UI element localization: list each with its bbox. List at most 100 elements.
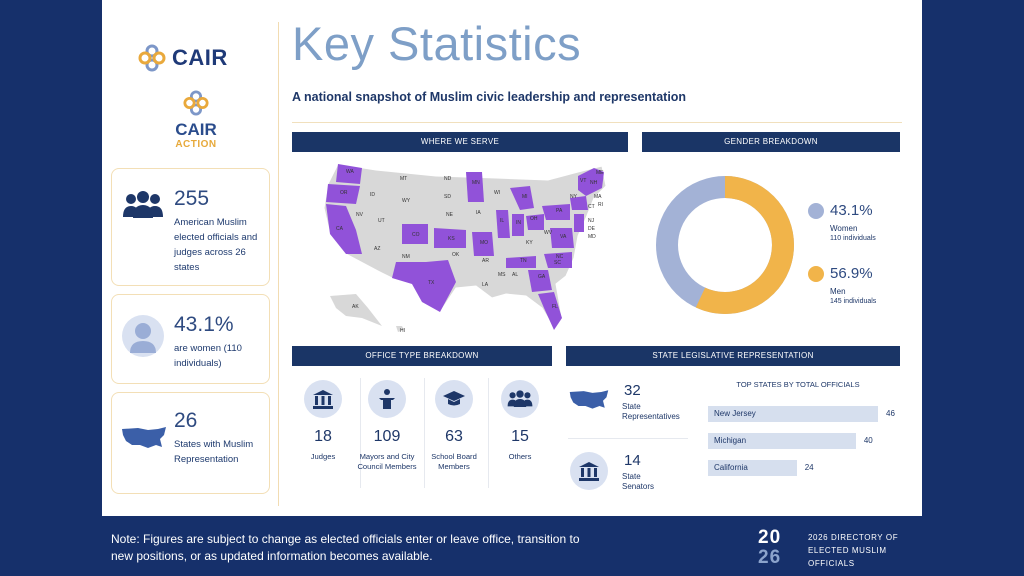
map-state-label: SD [444, 194, 451, 200]
map-state-label: IL [500, 218, 504, 224]
women-legend-label: Women [830, 224, 858, 233]
stat-card-women: 43.1% are women (110 individuals) [111, 294, 270, 384]
gender-breakdown-header: GENDER BREAKDOWN [642, 132, 900, 152]
office-others: 15 Others [485, 380, 555, 462]
map-state-label: CT [588, 204, 595, 210]
map-state-label: AR [482, 258, 489, 264]
map-state-label: LA [482, 282, 489, 288]
top-state-bar: California [708, 460, 797, 476]
courthouse-icon [304, 380, 342, 418]
office-type-header: OFFICE TYPE BREAKDOWN [292, 346, 552, 366]
year-top: 20 [758, 527, 782, 548]
map-state-label: FL [552, 304, 558, 310]
map-state-label: DE [588, 226, 596, 232]
map-state-label: KS [448, 236, 455, 242]
map-state-label: NE [446, 212, 454, 218]
map-state-label: NH [590, 180, 598, 186]
men-legend-count: 145 individuals [830, 298, 877, 305]
state-senators-label: State Senators [622, 472, 655, 491]
woman-avatar-icon [122, 315, 164, 357]
map-state-label: UT [378, 218, 385, 224]
us-map-icon [569, 390, 609, 409]
footer-note: Note: Figures are subject to change as e… [111, 532, 580, 563]
states-description: States with Muslim Representation [174, 439, 254, 465]
us-map-icon [122, 427, 166, 448]
map-state-label: MS [498, 272, 506, 278]
women-description: are women (110 individuals) [174, 343, 242, 369]
where-we-serve-header: WHERE WE SERVE [292, 132, 628, 152]
map-state-label: NY [570, 194, 578, 200]
stat-card-states: 26 States with Muslim Representation [111, 392, 270, 494]
map-state-label: HI [400, 328, 405, 334]
cair-logo: CAIR [138, 44, 228, 72]
people-group-icon [123, 191, 163, 218]
donut-men-segment [656, 176, 794, 314]
people-group-icon [501, 380, 539, 418]
map-state-label: AL [512, 272, 518, 278]
dir-line-1: 2026 DIRECTORY OF [808, 533, 899, 542]
school-board-label: School Board Members [431, 452, 477, 471]
states-count: 26 [174, 409, 198, 432]
map-state-label: NM [402, 254, 410, 260]
map-state-label: ID [370, 192, 375, 198]
map-state-label: VT [580, 178, 586, 184]
officials-count: 255 [174, 187, 210, 210]
cair-emblem-icon [138, 44, 166, 72]
subtitle-rule [292, 122, 902, 123]
map-state-label: NC [556, 254, 564, 260]
page-title: Key Statistics [292, 17, 582, 70]
judges-label: Judges [310, 452, 336, 461]
top-state-value: 24 [804, 463, 814, 472]
top-state-bar: Michigan [708, 433, 856, 449]
map-state-label: AZ [374, 246, 380, 252]
map-state-label: MI [522, 194, 528, 200]
footer-directory-title: 2026 DIRECTORY OF ELECTED MUSLIM OFFICIA… [808, 531, 898, 570]
map-state-label: TN [520, 258, 527, 264]
map-state-label: WY [402, 198, 411, 204]
map-state-label: MA [594, 194, 602, 200]
officials-description: American Muslim elected officials and ju… [174, 217, 258, 273]
map-state-label: VA [560, 234, 567, 240]
footer-year: 20 26 [758, 528, 781, 568]
others-label: Others [508, 452, 532, 461]
office-divider [360, 378, 361, 488]
map-state-label: WI [494, 190, 500, 196]
map-state-label: ND [444, 176, 452, 182]
office-judges: 18 Judges [288, 380, 358, 462]
map-state-label: OK [452, 252, 460, 258]
mayors-count: 109 [373, 428, 401, 445]
office-school-board: 63 School Board Members [419, 380, 489, 472]
top-state-bar: New Jersey [708, 406, 878, 422]
men-legend-label: Men [830, 287, 846, 296]
top-states-title: TOP STATES BY TOTAL OFFICIALS [736, 380, 860, 389]
dir-line-2: ELECTED MUSLIM [808, 546, 887, 555]
women-percent: 43.1% [174, 313, 234, 336]
map-state-label: MT [400, 176, 407, 182]
state-leg-divider [568, 438, 688, 439]
map-state-label: NJ [588, 218, 595, 224]
cair-action-text-1: CAIR [175, 120, 217, 139]
map-state-label: WV [544, 230, 553, 236]
map-state-label: CA [336, 226, 344, 232]
dir-line-3: OFFICIALS [808, 559, 855, 568]
men-legend-percent: 56.9% [830, 265, 873, 282]
office-mayors: 109 Mayors and City Council Members [352, 380, 422, 472]
infographic-page: CAIR CAIR ACTION 255 American Muslim ele… [102, 0, 922, 516]
judges-count: 18 [314, 428, 332, 445]
map-state-label: MN [472, 180, 480, 186]
map-state-label: PA [556, 208, 563, 214]
year-bottom: 26 [758, 547, 782, 568]
women-legend-percent: 43.1% [830, 202, 873, 219]
state-reps-count: 32 [624, 382, 641, 399]
women-legend-swatch [808, 203, 824, 219]
map-state-label: AK [352, 304, 359, 310]
podium-icon [368, 380, 406, 418]
top-state-value: 46 [886, 409, 895, 418]
cair-action-emblem-icon [183, 90, 209, 116]
map-state-label: OH [530, 216, 538, 222]
map-state-label: SC [554, 260, 561, 266]
office-divider [488, 378, 489, 488]
cair-logo-text: CAIR [172, 45, 228, 70]
cair-action-logo: CAIR ACTION [166, 90, 226, 150]
map-state-label: OR [340, 190, 348, 196]
